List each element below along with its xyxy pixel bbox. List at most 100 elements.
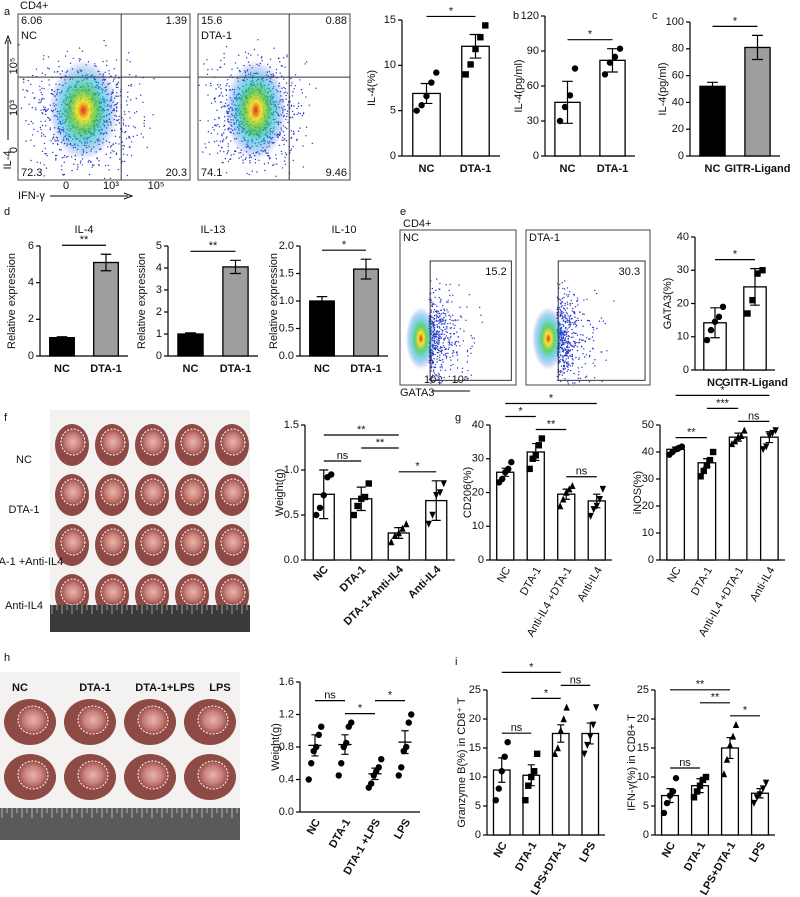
- event-dot: [41, 98, 43, 101]
- y-tick-label: 1.2: [279, 708, 294, 720]
- event-dot: [219, 94, 221, 96]
- data-point: [723, 755, 731, 763]
- event-dot: [275, 158, 277, 160]
- data-point: [462, 71, 469, 78]
- event-dot: [38, 99, 40, 101]
- event-dot: [205, 146, 207, 149]
- event-dot: [304, 63, 306, 65]
- event-dot: [568, 343, 570, 345]
- event-dot: [440, 382, 442, 384]
- event-dot: [593, 340, 595, 342]
- event-dot: [214, 97, 217, 99]
- event-dot: [230, 158, 232, 160]
- density: [405, 307, 436, 370]
- event-dot: [574, 316, 576, 318]
- event-dot: [579, 377, 582, 379]
- event-dot: [41, 124, 44, 127]
- event-dot: [439, 366, 441, 368]
- chart-title: IL-13: [200, 224, 225, 236]
- event-dot: [438, 334, 440, 336]
- event-dot: [578, 358, 580, 361]
- event-dot: [66, 50, 69, 53]
- event-dot: [47, 67, 49, 69]
- event-dot: [40, 100, 42, 102]
- event-dot: [299, 112, 301, 115]
- y-tick-label: 0.4: [279, 773, 294, 785]
- event-dot: [33, 97, 35, 100]
- event-dot: [448, 347, 450, 349]
- significance-label: **: [696, 679, 705, 691]
- data-point: [556, 117, 564, 125]
- event-dot: [256, 171, 258, 173]
- x-tick-label: NC: [560, 163, 576, 175]
- event-dot: [305, 126, 308, 128]
- event-dot: [439, 314, 441, 316]
- event-dot: [230, 140, 232, 142]
- event-dot: [566, 319, 569, 321]
- event-dot: [569, 349, 572, 351]
- event-dot: [41, 80, 43, 83]
- event-dot: [440, 318, 442, 320]
- event-dot: [26, 90, 29, 93]
- event-dot: [439, 327, 441, 329]
- event-dot: [115, 59, 118, 61]
- error-bar: [431, 480, 441, 521]
- event-dot: [225, 137, 227, 139]
- event-dot: [589, 350, 591, 352]
- event-dot: [566, 370, 568, 372]
- event-dot: [436, 331, 438, 333]
- event-dot: [451, 342, 453, 344]
- y-tick-label: 60: [672, 70, 684, 82]
- event-dot: [450, 335, 452, 338]
- data-point: [561, 103, 569, 111]
- event-dot: [442, 319, 444, 321]
- tumor: [100, 428, 126, 456]
- x-axis-label: GATA3: [400, 387, 434, 399]
- event-dot: [300, 88, 303, 91]
- event-dot: [115, 153, 118, 156]
- x-tick-label: 10⁵: [452, 374, 469, 386]
- y-tick-label: 0: [478, 554, 484, 566]
- event-dot: [25, 120, 27, 122]
- event-dot: [223, 138, 225, 141]
- event-dot: [225, 84, 227, 87]
- error-bar: [501, 467, 509, 477]
- event-dot: [436, 324, 438, 326]
- event-dot: [435, 332, 438, 334]
- event-dot: [112, 80, 115, 82]
- event-dot: [61, 157, 63, 159]
- event-dot: [221, 95, 224, 97]
- event-dot: [440, 349, 442, 351]
- event-dot: [567, 321, 569, 323]
- data-point: [429, 511, 436, 519]
- event-dot: [571, 349, 574, 351]
- bar: [720, 747, 740, 836]
- event-dot: [613, 300, 615, 302]
- significance-label: **: [711, 692, 720, 704]
- event-dot: [269, 58, 272, 60]
- event-dot: [567, 357, 569, 359]
- data-point: [538, 435, 546, 442]
- data-point: [772, 427, 779, 435]
- event-dot: [439, 359, 442, 362]
- event-dot: [213, 140, 216, 143]
- event-dot: [442, 345, 445, 347]
- quadrant-value: 15.6: [201, 15, 222, 27]
- tumor: [137, 760, 169, 790]
- event-dot: [559, 283, 561, 286]
- event-dot: [287, 104, 289, 106]
- event-dot: [283, 143, 285, 146]
- event-dot: [449, 294, 451, 297]
- event-dot: [149, 127, 151, 129]
- data-point: [693, 788, 701, 795]
- event-dot: [562, 317, 564, 319]
- event-dot: [449, 283, 451, 286]
- event-dot: [73, 163, 75, 165]
- event-dot: [56, 154, 58, 157]
- event-dot: [449, 322, 451, 324]
- event-dot: [302, 112, 305, 114]
- event-dot: [440, 298, 442, 300]
- event-dot: [273, 47, 275, 49]
- data-point: [611, 53, 619, 61]
- y-tick-label: 1.6: [279, 676, 294, 688]
